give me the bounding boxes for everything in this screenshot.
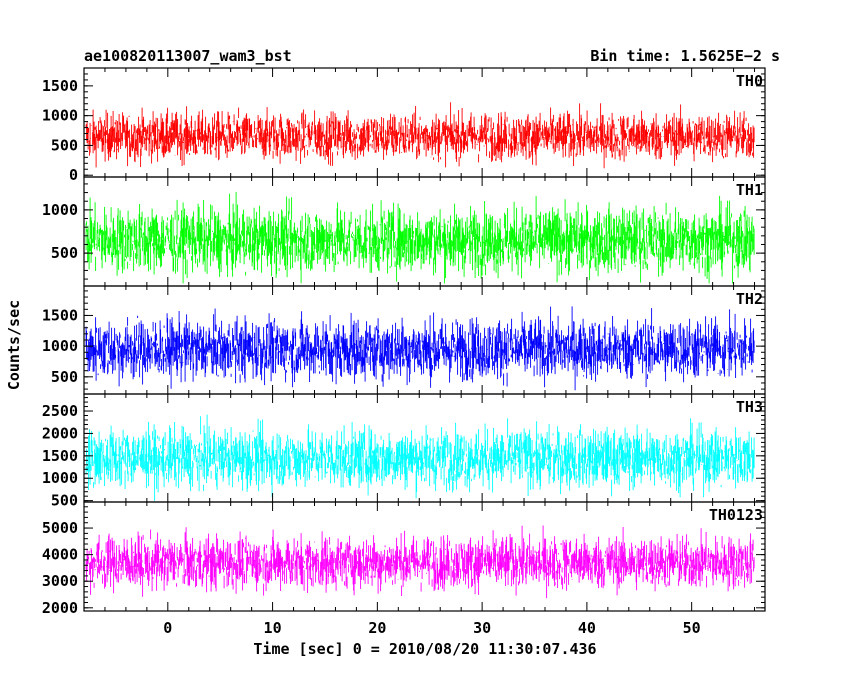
y-axis-label: Counts/sec (5, 300, 23, 390)
trace-th0 (85, 102, 755, 169)
panel-label-th1: TH1 (736, 181, 763, 199)
y-tick-label: 4000 (42, 546, 78, 564)
y-tick-label: 0 (69, 166, 78, 184)
trace-th0123 (85, 525, 755, 599)
x-tick-label: 0 (163, 619, 172, 637)
y-tick-label: 1500 (42, 447, 78, 465)
y-tick-label: 500 (51, 244, 78, 262)
x-tick-label: 40 (578, 619, 596, 637)
trace-th2 (85, 306, 755, 391)
panel-frame (83, 501, 766, 612)
x-tick-label: 50 (683, 619, 701, 637)
y-tick-label: 1000 (42, 201, 78, 219)
y-tick-label: 2500 (42, 402, 78, 420)
y-tick-label: 1500 (42, 306, 78, 324)
y-tick-label: 1000 (42, 337, 78, 355)
x-tick-label: 10 (264, 619, 282, 637)
x-axis: 0 10 20 30 40 50 (163, 619, 700, 637)
panel-label-th0: TH0 (736, 72, 763, 90)
panel-th2: 500 1000 1500 TH2 (42, 285, 766, 395)
x-axis-label: Time [sec] 0 = 2010/08/20 11:30:07.436 (253, 640, 596, 658)
y-tick-label: 500 (51, 368, 78, 386)
panel-th0123: 2000 3000 4000 5000 TH0123 (42, 501, 766, 617)
panel-label-th0123: TH0123 (709, 506, 763, 524)
panel-label-th3: TH3 (736, 398, 763, 416)
y-tick-label: 500 (51, 492, 78, 510)
panel-th1: 500 1000 TH1 (42, 176, 766, 287)
y-tick-label: 3000 (42, 572, 78, 590)
y-tick-label: 2000 (42, 599, 78, 617)
chart-title-left: ae100820113007_wam3_bst (84, 47, 292, 65)
y-tick-label: 1000 (42, 107, 78, 125)
x-tick-label: 20 (368, 619, 386, 637)
panel-th3: 500 1000 1500 2000 2500 TH3 (42, 393, 766, 510)
y-tick-label: 5000 (42, 519, 78, 537)
y-tick-label: 2000 (42, 424, 78, 442)
x-tick-label: 30 (473, 619, 491, 637)
panel-label-th2: TH2 (736, 290, 763, 308)
trace-th1 (85, 191, 755, 284)
y-tick-label: 1000 (42, 469, 78, 487)
trace-th3 (85, 414, 755, 501)
panel-th0: 0 500 1000 1500 TH0 (42, 67, 766, 184)
chart-title-right: Bin time: 1.5625E−2 s (590, 47, 780, 65)
y-tick-label: 1500 (42, 77, 78, 95)
y-tick-label: 500 (51, 136, 78, 154)
